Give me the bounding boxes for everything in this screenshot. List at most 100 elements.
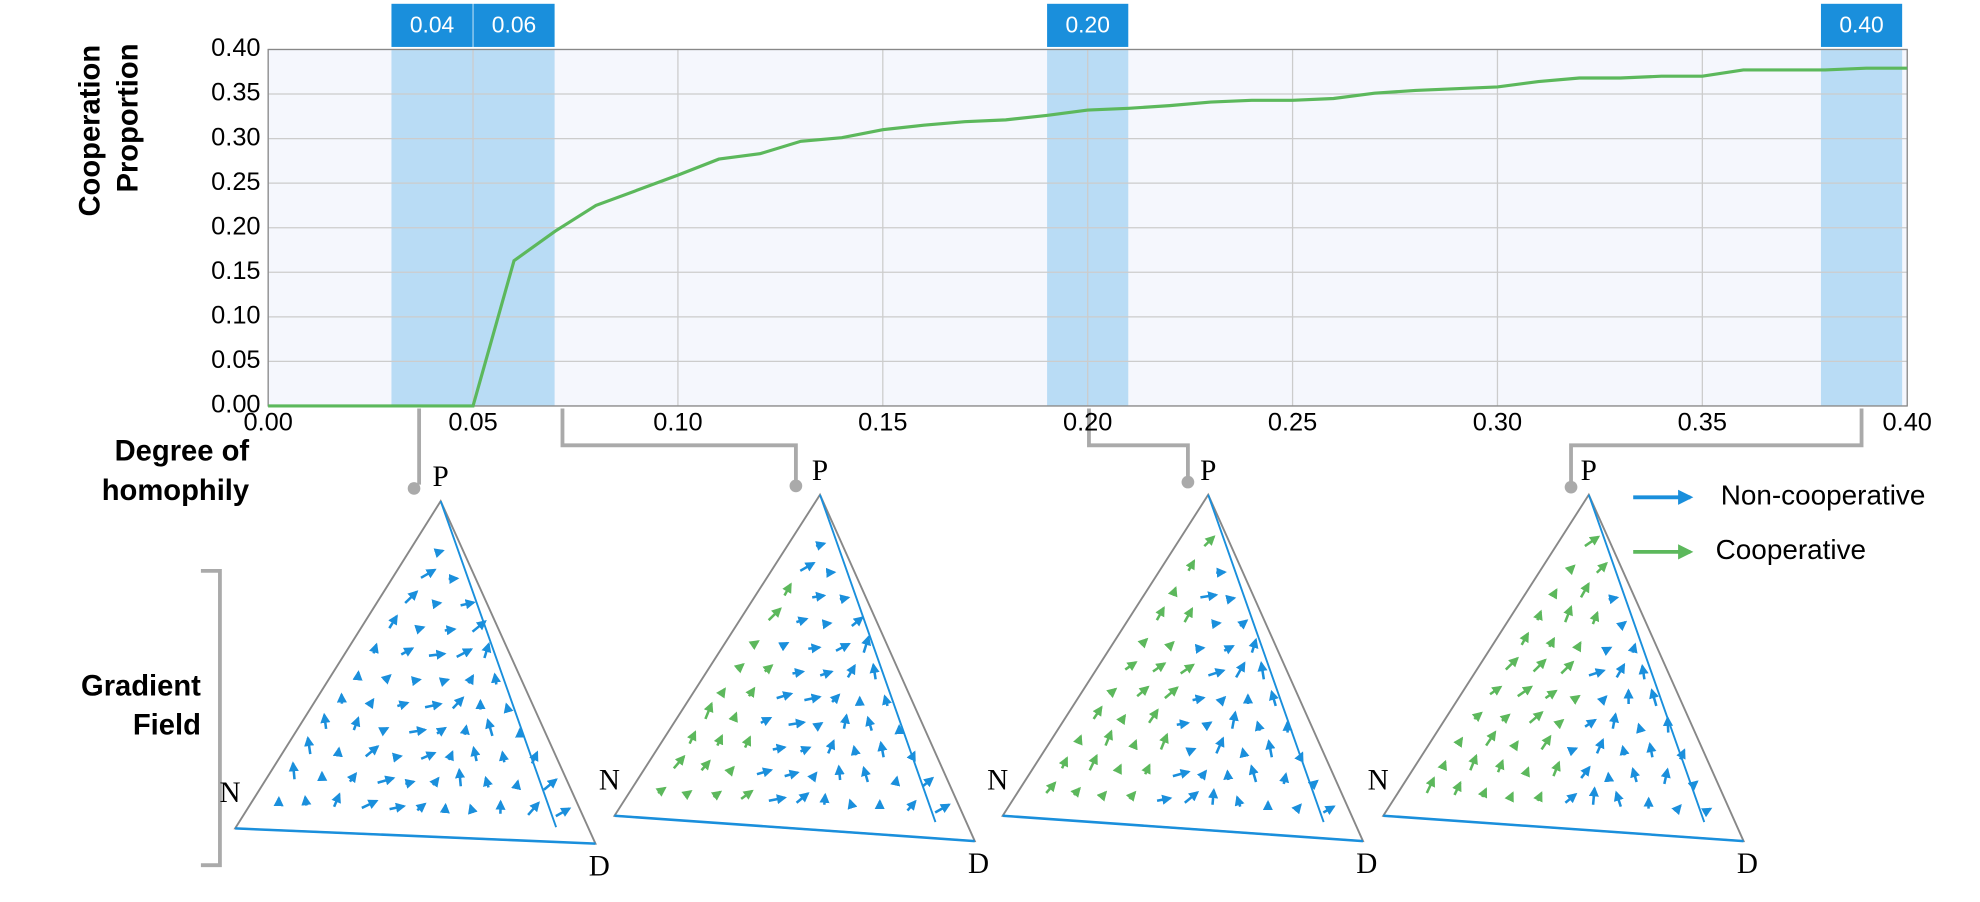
field-arrow bbox=[1257, 661, 1268, 680]
field-arrow bbox=[756, 767, 774, 778]
field-arrow bbox=[1228, 710, 1239, 729]
field-arrow bbox=[776, 691, 794, 701]
field-arrow bbox=[364, 745, 380, 758]
highlight-label: 0.40 bbox=[1839, 12, 1883, 38]
y-axis-title: Proportion bbox=[113, 43, 145, 192]
field-arrow bbox=[361, 799, 379, 810]
field-arrow bbox=[1155, 606, 1165, 621]
legend-label: Cooperative bbox=[1716, 534, 1866, 565]
field-arrow bbox=[1194, 643, 1206, 654]
field-arrow bbox=[388, 614, 398, 629]
field-arrow bbox=[1112, 763, 1122, 775]
highlight-tag bbox=[1047, 3, 1129, 47]
field-arrow bbox=[807, 771, 818, 783]
edge-line bbox=[235, 827, 596, 845]
field-arrow bbox=[454, 767, 466, 787]
field-arrow bbox=[1211, 619, 1222, 630]
x-tick-label: 0.15 bbox=[858, 408, 907, 436]
field-arrow bbox=[470, 745, 481, 762]
field-arrow bbox=[792, 667, 806, 678]
field-arrow bbox=[1584, 535, 1601, 548]
x-tick-label: 0.40 bbox=[1883, 408, 1932, 436]
x-tick-label: 0.10 bbox=[653, 408, 702, 436]
field-arrow bbox=[424, 700, 443, 711]
field-arrow bbox=[1485, 730, 1497, 747]
highlight-label: 0.04 bbox=[410, 12, 455, 38]
field-arrow bbox=[459, 724, 470, 736]
field-arrow bbox=[456, 648, 474, 658]
field-arrow bbox=[414, 624, 426, 635]
field-arrow bbox=[811, 591, 827, 602]
field-arrow bbox=[400, 647, 415, 657]
line bbox=[268, 66, 1908, 408]
field-arrow bbox=[471, 620, 487, 633]
field-arrow bbox=[861, 765, 871, 783]
vertex-label: D bbox=[968, 848, 989, 880]
field-arrow bbox=[1172, 769, 1191, 779]
field-arrow bbox=[655, 786, 667, 797]
field-arrow bbox=[703, 701, 714, 720]
field-arrow bbox=[672, 754, 686, 770]
field-arrow bbox=[700, 759, 711, 772]
field-arrow bbox=[1453, 736, 1464, 748]
x-tick-label: 0.30 bbox=[1473, 408, 1522, 436]
ternary-panel: P N D bbox=[220, 461, 610, 882]
field-arrow bbox=[1279, 772, 1290, 785]
field-arrow bbox=[346, 771, 358, 784]
field-arrow bbox=[1128, 739, 1138, 751]
field-arrow bbox=[1548, 588, 1558, 600]
field-arrow bbox=[1203, 535, 1216, 548]
field-arrow bbox=[745, 686, 756, 698]
field-arrow bbox=[1589, 610, 1600, 625]
bracket bbox=[200, 568, 222, 868]
field-arrow bbox=[460, 599, 476, 610]
field-arrow bbox=[1116, 713, 1127, 726]
field-arrow bbox=[491, 672, 502, 685]
field-arrow bbox=[710, 790, 723, 801]
field-arrow bbox=[1096, 790, 1108, 802]
field-arrow bbox=[1540, 734, 1552, 751]
field-arrow bbox=[784, 769, 800, 780]
field-arrow bbox=[1619, 744, 1630, 756]
vertex-label: P bbox=[1581, 455, 1597, 487]
field-arrow bbox=[1676, 748, 1686, 760]
field-arrow bbox=[331, 792, 341, 808]
field-arrow bbox=[1499, 713, 1511, 724]
field-arrow bbox=[404, 778, 416, 789]
field-arrow bbox=[768, 794, 787, 805]
field-arrow bbox=[444, 750, 454, 762]
field-arrow bbox=[1215, 736, 1225, 754]
field-arrow bbox=[861, 635, 872, 654]
legend-label: Non-cooperative bbox=[1721, 480, 1926, 511]
field-arrow bbox=[1627, 642, 1638, 654]
field-arrow bbox=[1185, 747, 1197, 757]
inner-line bbox=[439, 500, 558, 828]
vertex-label: N bbox=[987, 764, 1008, 796]
field-arrow bbox=[555, 807, 572, 818]
field-arrow bbox=[485, 718, 495, 737]
field-arrow bbox=[1517, 685, 1534, 698]
field-arrow bbox=[1551, 760, 1561, 777]
field-arrow bbox=[772, 743, 787, 754]
field-arrow bbox=[819, 669, 834, 679]
field-arrow bbox=[890, 775, 901, 787]
field-arrow bbox=[301, 794, 312, 806]
edge-line bbox=[1383, 814, 1744, 843]
field-arrow bbox=[511, 779, 522, 791]
field-arrow bbox=[799, 746, 812, 756]
field-arrow bbox=[1216, 567, 1227, 578]
field-arrow bbox=[804, 693, 822, 704]
field-arrow bbox=[378, 726, 390, 737]
field-arrow bbox=[728, 711, 738, 723]
field-arrow bbox=[352, 670, 363, 681]
field-arrow bbox=[1520, 766, 1530, 778]
field-arrow bbox=[741, 735, 752, 749]
field-arrow bbox=[1563, 605, 1573, 623]
x-axis-title: homophily bbox=[102, 475, 250, 507]
field-arrow bbox=[724, 765, 735, 777]
field-arrow bbox=[1584, 718, 1597, 729]
field-arrow bbox=[410, 676, 422, 687]
field-arrow bbox=[1156, 794, 1173, 805]
field-arrow bbox=[1649, 688, 1659, 707]
